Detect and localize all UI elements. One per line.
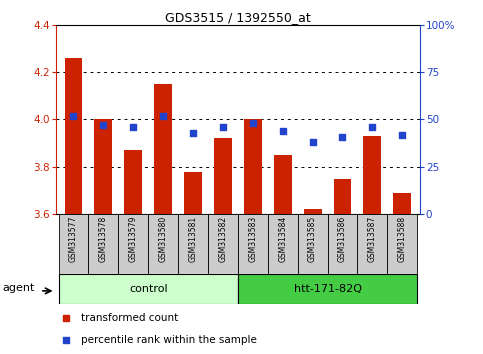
Text: control: control	[129, 284, 168, 295]
Bar	[94, 120, 113, 214]
Text: GSM313587: GSM313587	[368, 216, 377, 262]
Point	[249, 120, 256, 126]
Point	[99, 122, 107, 128]
Bar	[387, 214, 417, 274]
Bar	[274, 155, 292, 214]
Bar	[244, 120, 262, 214]
Text: GSM313583: GSM313583	[248, 216, 257, 262]
Point	[219, 124, 227, 130]
Bar	[238, 214, 268, 274]
Text: agent: agent	[3, 283, 35, 293]
Text: GSM313580: GSM313580	[158, 216, 168, 262]
Text: GSM313585: GSM313585	[308, 216, 317, 262]
Bar	[238, 274, 417, 304]
Text: GSM313584: GSM313584	[278, 216, 287, 262]
Point	[63, 337, 71, 343]
Point	[189, 130, 197, 136]
Point	[279, 128, 286, 134]
Title: GDS3515 / 1392550_at: GDS3515 / 1392550_at	[165, 11, 311, 24]
Point	[70, 113, 77, 119]
Bar	[327, 214, 357, 274]
Point	[129, 124, 137, 130]
Bar	[124, 150, 142, 214]
Bar	[154, 84, 172, 214]
Bar	[393, 193, 411, 214]
Text: GSM313588: GSM313588	[398, 216, 407, 262]
Point	[63, 315, 71, 321]
Bar	[65, 58, 83, 214]
Bar	[363, 136, 382, 214]
Bar	[304, 210, 322, 214]
Bar	[184, 172, 202, 214]
Text: percentile rank within the sample: percentile rank within the sample	[81, 335, 257, 345]
Text: transformed count: transformed count	[81, 313, 178, 323]
Bar	[58, 214, 88, 274]
Bar	[334, 179, 352, 214]
Point	[339, 134, 346, 139]
Bar	[88, 214, 118, 274]
Bar	[268, 214, 298, 274]
Point	[309, 139, 316, 145]
Bar	[178, 214, 208, 274]
Text: GSM313579: GSM313579	[129, 216, 138, 262]
Point	[398, 132, 406, 137]
Bar	[208, 214, 238, 274]
Text: GSM313578: GSM313578	[99, 216, 108, 262]
Text: GSM313586: GSM313586	[338, 216, 347, 262]
Text: htt-171-82Q: htt-171-82Q	[294, 284, 362, 295]
Bar	[298, 214, 327, 274]
Bar	[58, 274, 238, 304]
Point	[159, 113, 167, 119]
Bar	[148, 214, 178, 274]
Point	[369, 124, 376, 130]
Text: GSM313581: GSM313581	[188, 216, 198, 262]
Bar	[214, 138, 232, 214]
Text: GSM313582: GSM313582	[218, 216, 227, 262]
Text: GSM313577: GSM313577	[69, 216, 78, 262]
Bar	[357, 214, 387, 274]
Bar	[118, 214, 148, 274]
